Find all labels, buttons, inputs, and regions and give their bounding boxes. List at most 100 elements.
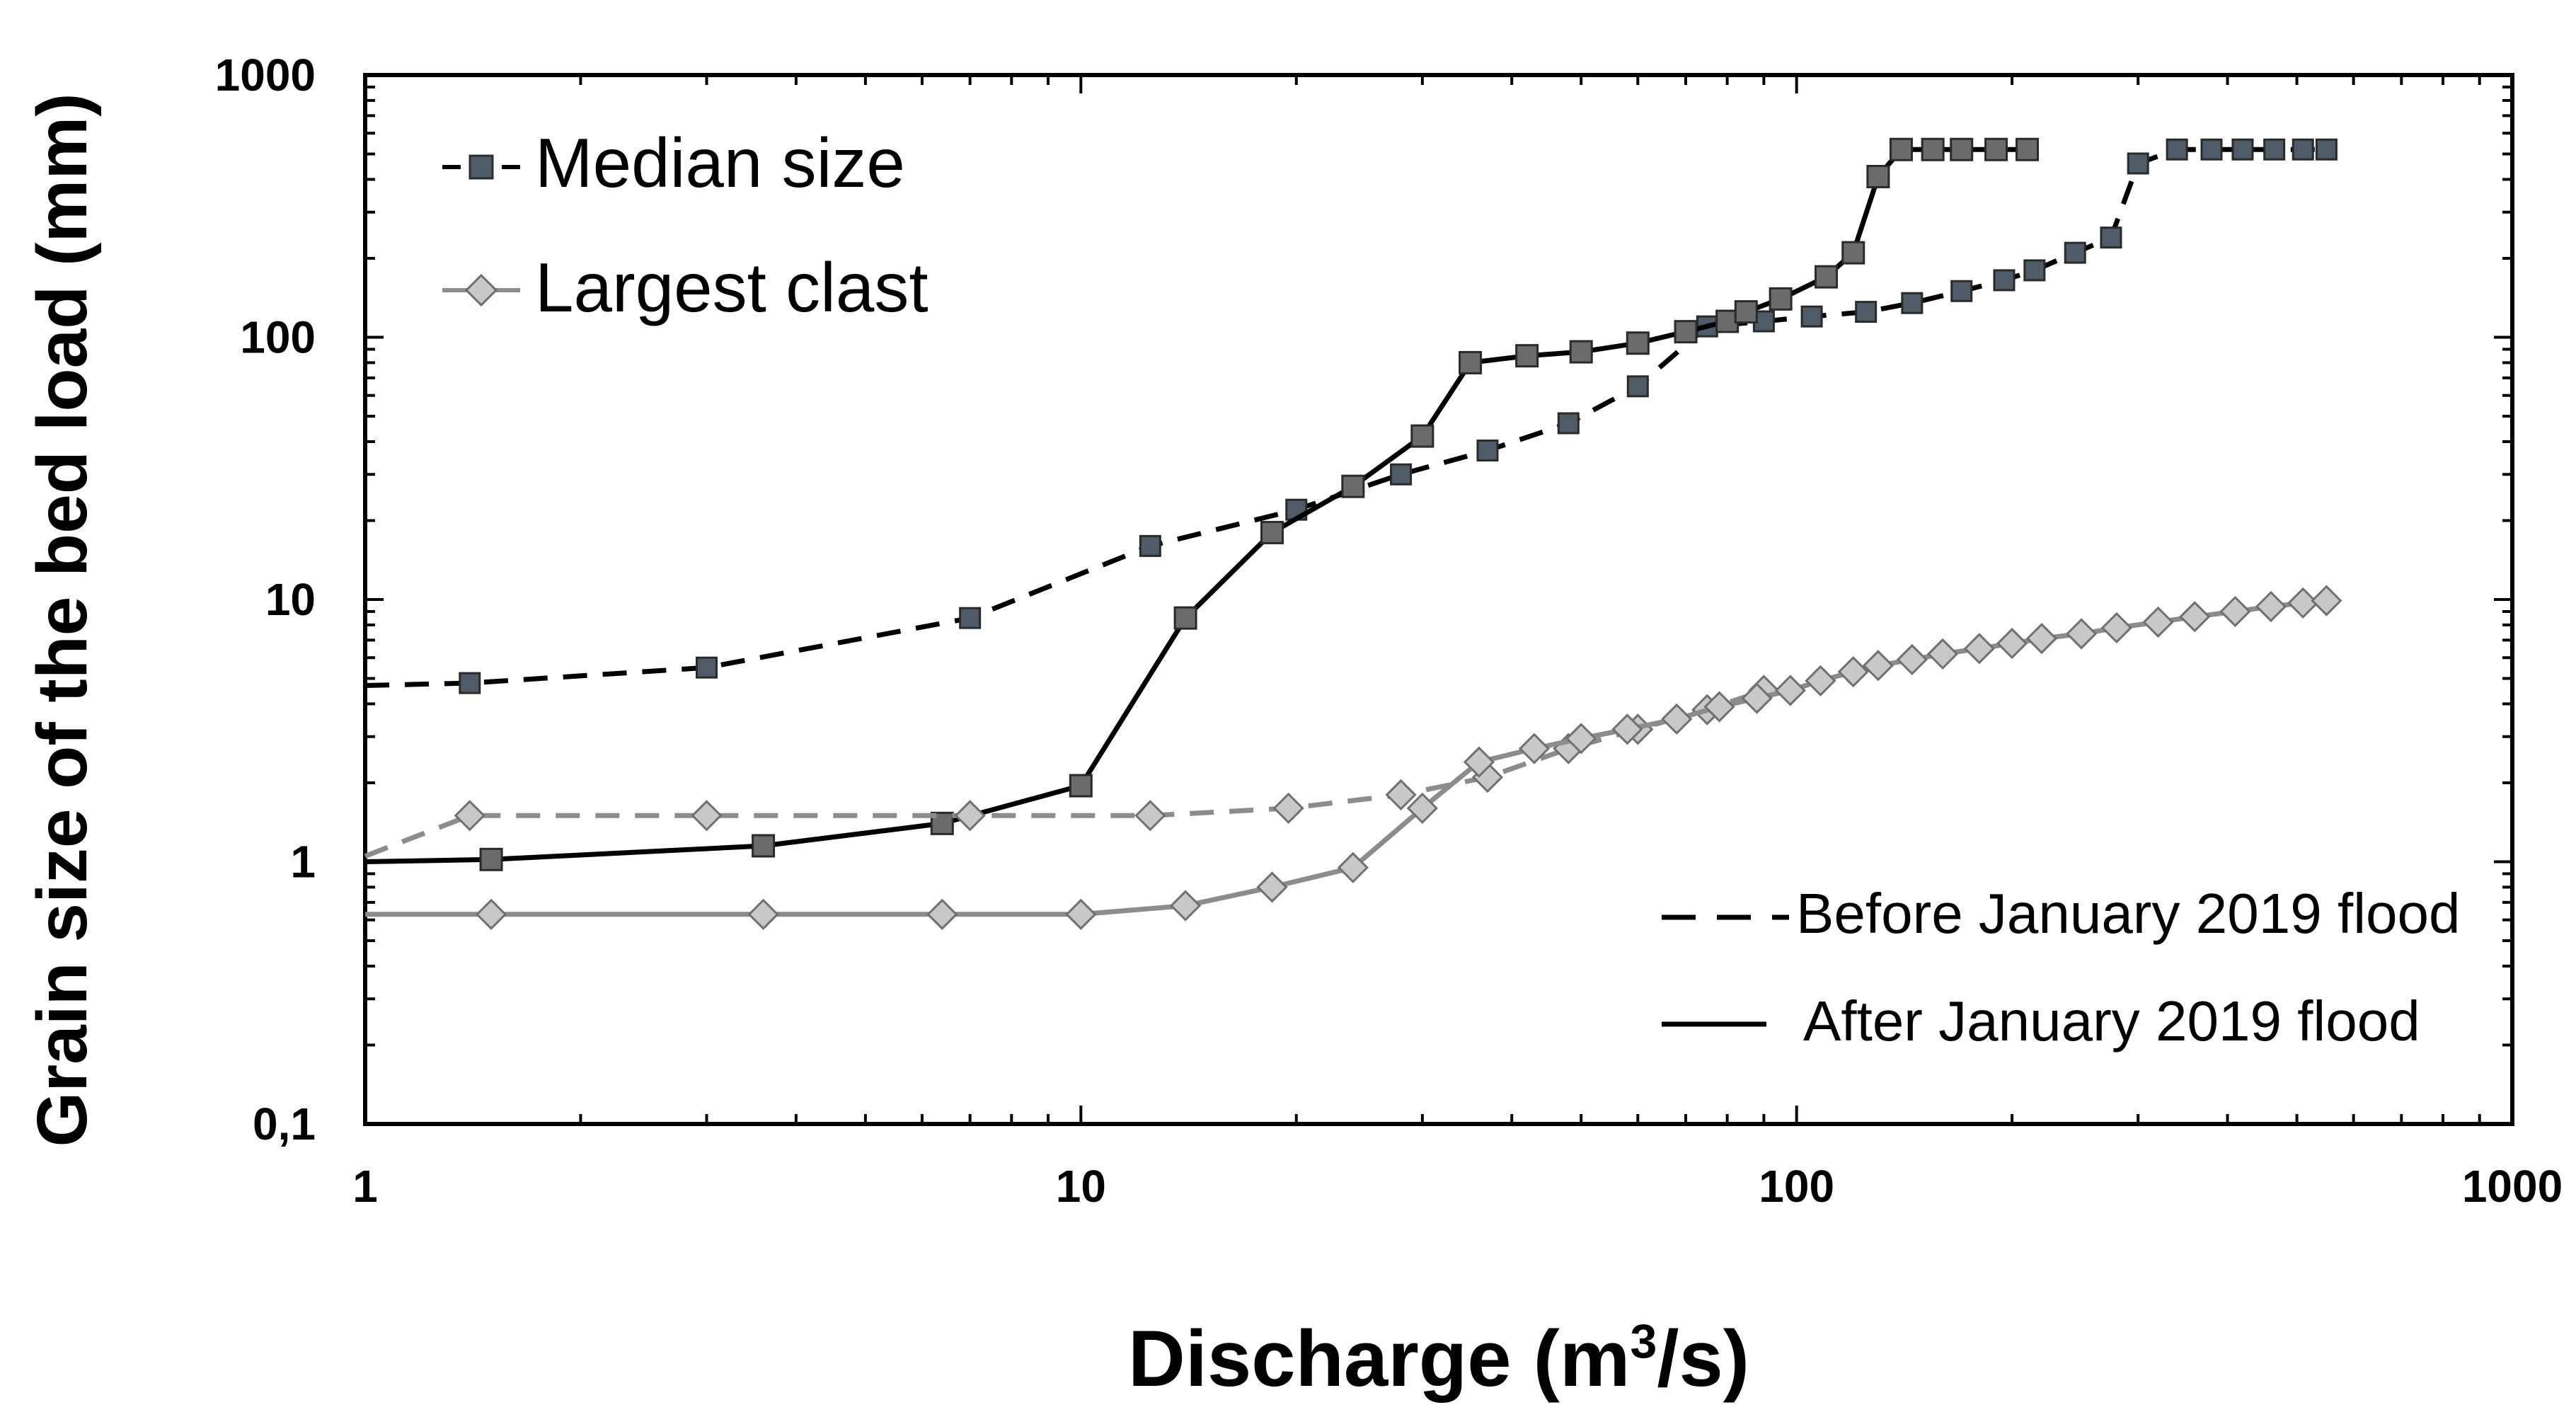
data-point (1385, 779, 1417, 811)
x-tick-label: 1 (352, 1161, 378, 1212)
data-point (691, 800, 723, 832)
legend-line-styles: Before January 2019 flood After January … (1662, 882, 2460, 1052)
data-point (1993, 269, 2016, 292)
data-point (2100, 226, 2122, 249)
data-point (1410, 424, 1434, 448)
data-point (1626, 375, 1649, 398)
data-point (2200, 138, 2223, 161)
data-point (1855, 301, 1878, 323)
data-point (1901, 292, 1924, 314)
series-line (364, 147, 2327, 688)
data-point (1815, 265, 1839, 289)
data-point (1896, 643, 1928, 676)
x-axis-title: Discharge (m3/s) (1128, 1314, 1749, 1403)
data-point (2292, 138, 2314, 161)
x-axis: 1 10 100 1000 (352, 75, 2563, 1212)
data-point (2219, 595, 2251, 628)
x-axis-title-suffix: /s) (1657, 1314, 1749, 1403)
legend-after-label: After January 2019 flood (1803, 989, 2420, 1052)
data-point (1569, 340, 1593, 364)
y-tick-label: 100 (240, 312, 316, 363)
data-point (1337, 851, 1369, 883)
data-point (1741, 682, 1773, 714)
data-point (1674, 320, 1698, 344)
data-point (1611, 713, 1643, 745)
data-point (459, 672, 481, 694)
data-point (2315, 138, 2338, 161)
data-point (1463, 746, 1495, 778)
data-point (2065, 618, 2098, 650)
data-point (2231, 138, 2254, 161)
data-point (954, 800, 986, 832)
data-point (2016, 137, 2040, 161)
data-point (747, 898, 779, 930)
data-point (1069, 774, 1093, 798)
data-point (926, 898, 958, 930)
data-point (2142, 606, 2174, 638)
data-point (1862, 650, 1894, 682)
data-point (752, 834, 776, 858)
data-point (1734, 300, 1758, 324)
data-point (2023, 259, 2046, 282)
data-point (2166, 138, 2188, 161)
data-point (2287, 587, 2319, 619)
data-point (1661, 703, 1693, 735)
data-point (1963, 633, 1995, 665)
x-axis-title-superscript: 3 (1631, 1314, 1657, 1368)
data-point (1256, 871, 1288, 903)
data-point (1459, 350, 1483, 374)
data-point (1476, 439, 1499, 461)
data-point (479, 847, 503, 871)
legend-median-label: Median size (535, 124, 905, 202)
data-point (1065, 898, 1097, 930)
y-tick-label: 1000 (215, 50, 316, 101)
data-point (1805, 665, 1836, 696)
data-point (1139, 534, 1161, 557)
data-point (2311, 585, 2342, 616)
y-tick-label: 1 (290, 837, 316, 888)
data-point (1950, 280, 1973, 302)
data-point (1341, 474, 1365, 498)
data-point (1626, 331, 1650, 355)
data-point (2100, 612, 2133, 644)
y-axis: 0,1 1 10 100 1000 (215, 50, 2512, 1149)
data-point (1557, 412, 1580, 435)
series-layer (364, 137, 2342, 930)
series-3 (365, 585, 2342, 930)
series-0 (364, 138, 2338, 694)
x-tick-label: 100 (1759, 1161, 1834, 1212)
legend-marker-series: Median size Largest clast (442, 124, 928, 326)
data-point (1926, 638, 1959, 670)
data-point (1134, 800, 1166, 832)
plot-area (363, 73, 2514, 1126)
data-point (1518, 733, 1551, 764)
legend-largest-label: Largest clast (535, 248, 928, 326)
data-point (1866, 164, 1890, 188)
data-point (2179, 601, 2211, 633)
data-point (2127, 152, 2149, 175)
data-point (1390, 463, 1413, 486)
data-point (1703, 691, 1735, 723)
legend-median-square (468, 154, 494, 180)
x-tick-label: 10 (1056, 1161, 1106, 1212)
x-axis-title-prefix: Discharge (m (1128, 1314, 1631, 1403)
legend-largest-diamond (464, 273, 498, 307)
data-point (475, 898, 507, 930)
data-point (1841, 241, 1865, 265)
data-point (1406, 792, 1438, 824)
data-point (1984, 137, 2008, 161)
data-point (1774, 675, 1806, 706)
data-point (1837, 656, 1869, 688)
data-point (1769, 287, 1793, 311)
data-point (454, 800, 485, 832)
y-tick-label: 0,1 (253, 1098, 316, 1149)
data-point (1800, 305, 1823, 328)
series-1 (364, 137, 2040, 871)
data-point (1272, 792, 1304, 824)
data-point (696, 656, 718, 679)
data-point (2263, 138, 2286, 161)
data-point (959, 607, 982, 629)
data-point (2064, 241, 2086, 264)
y-tick-label: 10 (265, 574, 316, 625)
